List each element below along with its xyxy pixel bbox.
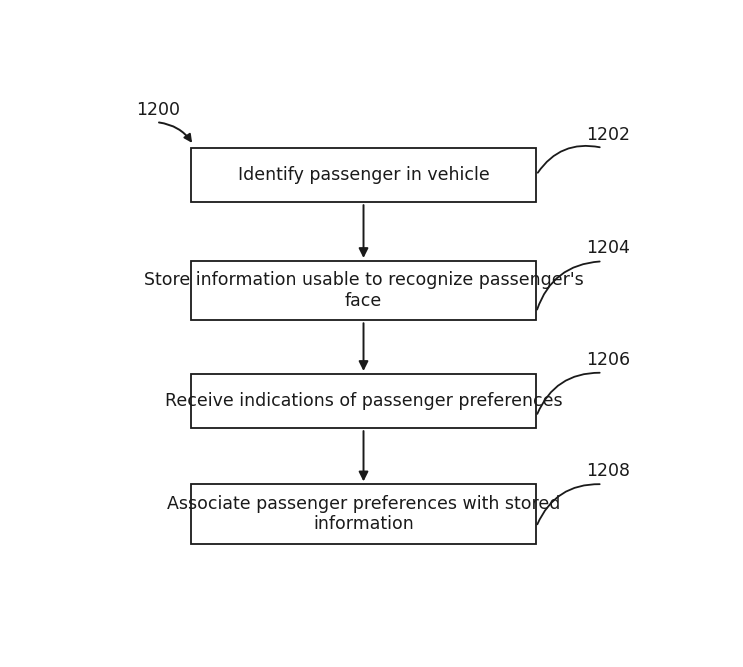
Text: 1200: 1200 (136, 101, 180, 119)
FancyBboxPatch shape (191, 484, 536, 544)
Text: Identify passenger in vehicle: Identify passenger in vehicle (238, 166, 490, 184)
Text: Store information usable to recognize passenger's
face: Store information usable to recognize pa… (143, 271, 583, 310)
FancyBboxPatch shape (191, 374, 536, 428)
Text: 1206: 1206 (586, 351, 630, 369)
Text: 1208: 1208 (586, 462, 630, 480)
Text: 1204: 1204 (586, 239, 630, 257)
FancyBboxPatch shape (191, 261, 536, 320)
Text: Receive indications of passenger preferences: Receive indications of passenger prefere… (165, 392, 562, 410)
Text: Associate passenger preferences with stored
information: Associate passenger preferences with sto… (167, 495, 560, 534)
FancyBboxPatch shape (191, 148, 536, 202)
Text: 1202: 1202 (586, 126, 630, 144)
